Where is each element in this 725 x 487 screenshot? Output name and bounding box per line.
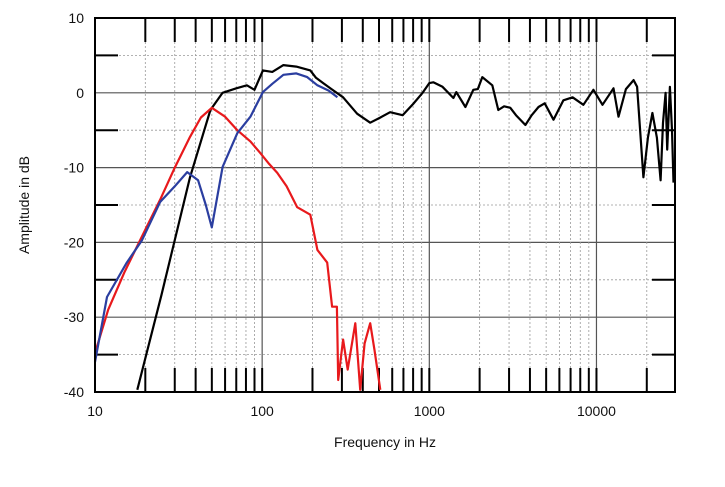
y-axis-title: Amplitude in dB <box>16 156 32 254</box>
series-line-blue <box>93 72 339 363</box>
x-tick-label: 10 <box>87 403 103 419</box>
y-tick-label: 0 <box>76 85 84 101</box>
x-tick-label: 100 <box>250 403 274 419</box>
y-tick-label: -40 <box>64 384 84 400</box>
y-tick-label: 10 <box>68 10 84 26</box>
x-tick-label: 10000 <box>577 403 616 419</box>
series-line-black <box>136 63 675 391</box>
series-group <box>93 63 675 391</box>
series-line-red <box>93 106 382 391</box>
x-tick-label: 1000 <box>414 403 445 419</box>
plot-frame <box>94 17 676 393</box>
y-tick-label: -30 <box>64 309 84 325</box>
x-axis-title: Frequency in Hz <box>334 434 436 450</box>
y-tick-label: -20 <box>64 234 84 250</box>
y-tick-label: -10 <box>64 160 84 176</box>
grid <box>95 18 675 392</box>
